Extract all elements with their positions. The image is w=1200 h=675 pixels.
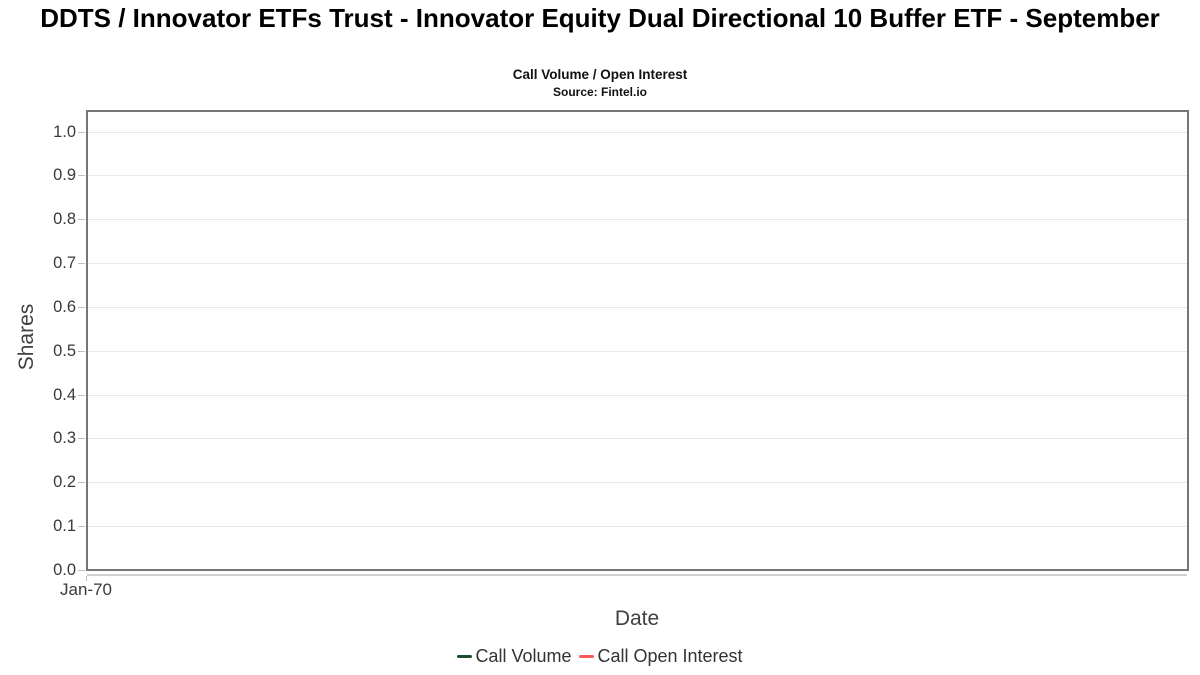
- chart-title: DDTS / Innovator ETFs Trust - Innovator …: [40, 3, 1160, 33]
- y-tick-label: 0.1: [53, 517, 76, 535]
- y-tick-mark: [78, 219, 85, 220]
- x-tick-mark: [86, 576, 87, 581]
- y-tick-mark: [78, 263, 85, 264]
- gridline: [88, 351, 1187, 352]
- legend-label: Call Open Interest: [597, 646, 743, 666]
- y-tick-label: 0.9: [53, 166, 76, 184]
- y-tick-label: 0.4: [53, 386, 76, 404]
- legend-item[interactable]: Call Volume: [457, 646, 571, 667]
- chart-subtitle: Call Volume / Open Interest: [512, 67, 688, 82]
- plot-area: [86, 110, 1189, 571]
- legend-label: Call Volume: [475, 646, 572, 666]
- x-tick-label: Jan-70: [60, 580, 112, 599]
- y-tick-mark: [78, 132, 85, 133]
- y-tick-mark: [78, 570, 85, 571]
- y-tick-label: 0.7: [53, 254, 76, 272]
- legend: Call Volume Call Open Interest: [0, 646, 1200, 667]
- y-tick-mark: [78, 482, 85, 483]
- x-axis-label: Date: [614, 607, 660, 630]
- gridline: [88, 395, 1187, 396]
- y-tick-label: 0.6: [53, 298, 76, 316]
- y-tick-label: 0.5: [53, 342, 76, 360]
- chart-source: Source: Fintel.io: [552, 85, 647, 99]
- legend-line-marker: [579, 655, 595, 658]
- gridline: [88, 526, 1187, 527]
- gridline: [88, 263, 1187, 264]
- y-tick-mark: [78, 526, 85, 527]
- y-tick-mark: [78, 307, 85, 308]
- y-tick-mark: [78, 395, 85, 396]
- y-tick-label: 0.2: [53, 473, 76, 491]
- legend-item[interactable]: Call Open Interest: [579, 646, 743, 667]
- gridline: [88, 482, 1187, 483]
- x-axis-line: [87, 574, 1187, 576]
- y-tick-label: 1.0: [53, 123, 76, 141]
- y-tick-label: 0.8: [53, 210, 76, 228]
- y-tick-label: 0.0: [53, 561, 76, 579]
- gridline: [88, 438, 1187, 439]
- gridline: [88, 307, 1187, 308]
- gridline: [88, 219, 1187, 220]
- legend-line-marker: [457, 655, 473, 658]
- gridline: [88, 175, 1187, 176]
- y-tick-mark: [78, 351, 85, 352]
- y-tick-mark: [78, 175, 85, 176]
- y-tick-mark: [78, 438, 85, 439]
- gridline: [88, 132, 1187, 133]
- y-tick-label: 0.3: [53, 429, 76, 447]
